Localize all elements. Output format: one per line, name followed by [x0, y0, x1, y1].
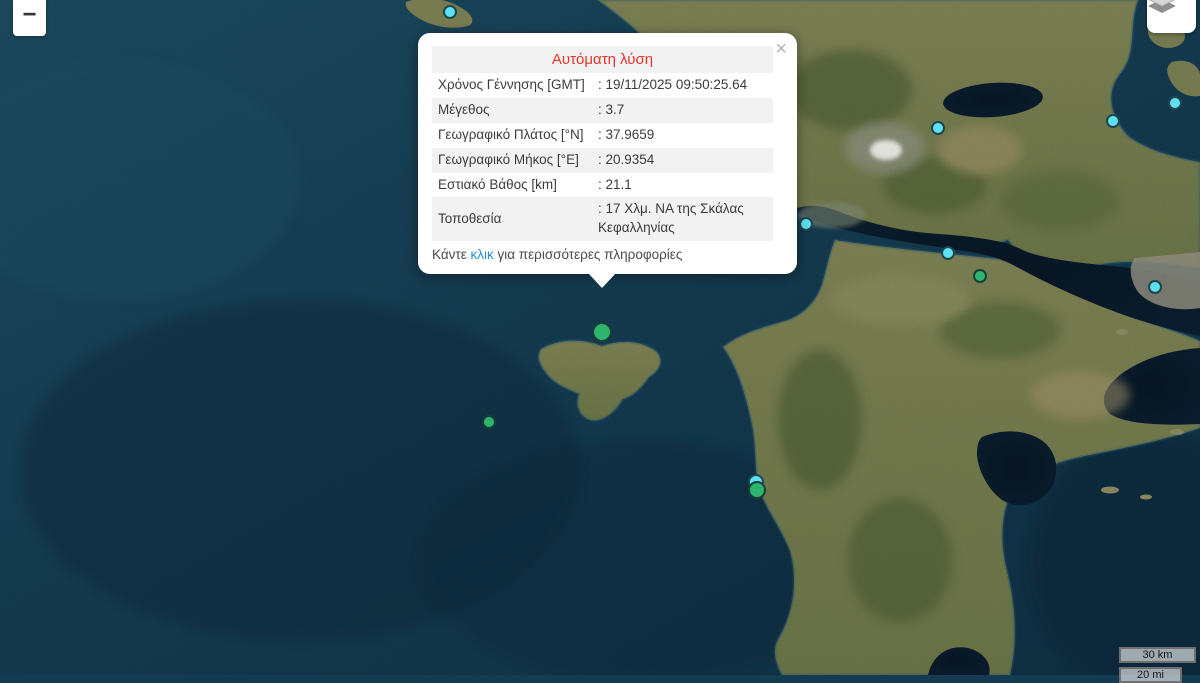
layers-control-button[interactable] [1147, 0, 1196, 33]
popup-row: Γεωγραφικό Μήκος [°E]: 20.9354 [432, 147, 773, 173]
popup-title: Αυτόματη λύση [432, 46, 773, 73]
popup-tip [588, 273, 616, 289]
more-info-link[interactable]: κλικ [470, 247, 494, 263]
popup-row-value: : 21.1 [598, 176, 632, 192]
popup-title-row: Αυτόματη λύση [432, 46, 773, 73]
scale-bar-km: 30 km [1119, 647, 1196, 663]
earthquake-info-table: Αυτόματη λύση Χρόνος Γέννησης [GMT] : 19/… [432, 46, 773, 242]
popup-row: Εστιακό Βάθος [km] : 21.1 [432, 173, 773, 198]
popup-row: Χρόνος Γέννησης [GMT] : 19/11/2025 09:50:… [432, 73, 773, 98]
footer-prefix: Κάντε [432, 247, 471, 263]
popup-row-value: : 37.9659 [598, 126, 655, 142]
earthquake-marker[interactable] [443, 5, 457, 19]
popup-row-value: : 19/11/2025 09:50:25.64 [598, 77, 748, 92]
popup-row-value: : 3.7 [592, 97, 773, 123]
popup-close-icon[interactable]: × [775, 38, 787, 60]
footer-suffix: για περισσότερες πληροφορίες [493, 247, 683, 263]
popup-content: Αυτόματη λύση Χρόνος Γέννησης [GMT] : 19/… [432, 46, 773, 262]
popup-row: Μέγεθος: 3.7 [432, 97, 773, 123]
popup-row-value: : 20.9354 [592, 147, 773, 173]
popup-row-label: Τοποθεσία [432, 197, 592, 242]
earthquake-marker[interactable] [973, 269, 987, 283]
popup-row-label: Γεωγραφικό Πλάτος [°N] [438, 126, 584, 142]
earthquake-marker[interactable] [941, 246, 955, 260]
popup-footer: Κάντε κλικ για περισσότερες πληροφορίες [432, 247, 773, 262]
earthquake-marker[interactable] [748, 481, 766, 499]
popup-row: Γεωγραφικό Πλάτος [°N] : 37.9659 [432, 123, 773, 148]
popup-row: Τοποθεσία: 17 Χλμ. ΝΑ της Σκάλας Κεφαλλη… [432, 197, 773, 242]
selected-earthquake-marker[interactable] [592, 322, 612, 342]
earthquake-marker[interactable] [1106, 114, 1120, 128]
earthquake-marker[interactable] [1168, 96, 1182, 110]
popup-row-label: Χρόνος Γέννησης [GMT] [438, 77, 585, 92]
earthquake-marker[interactable] [799, 217, 813, 231]
earthquake-marker[interactable] [931, 121, 945, 135]
scale-bar-mi: 20 mi [1119, 667, 1182, 683]
earthquake-marker[interactable] [1148, 280, 1162, 294]
popup-row-label: Μέγεθος [432, 97, 592, 123]
zoom-out-button[interactable]: − [13, 0, 46, 36]
popup-row-value: : 17 Χλμ. ΝΑ της Σκάλας Κεφαλληνίας [592, 197, 773, 242]
earthquake-popup: × Αυτόματη λύση Χρόνος Γέννησης [GMT] : 1… [418, 33, 797, 289]
earthquake-marker[interactable] [482, 415, 496, 429]
popup-row-label: Γεωγραφικό Μήκος [°E] [432, 147, 592, 173]
popup-row-label: Εστιακό Βάθος [km] [438, 176, 557, 192]
